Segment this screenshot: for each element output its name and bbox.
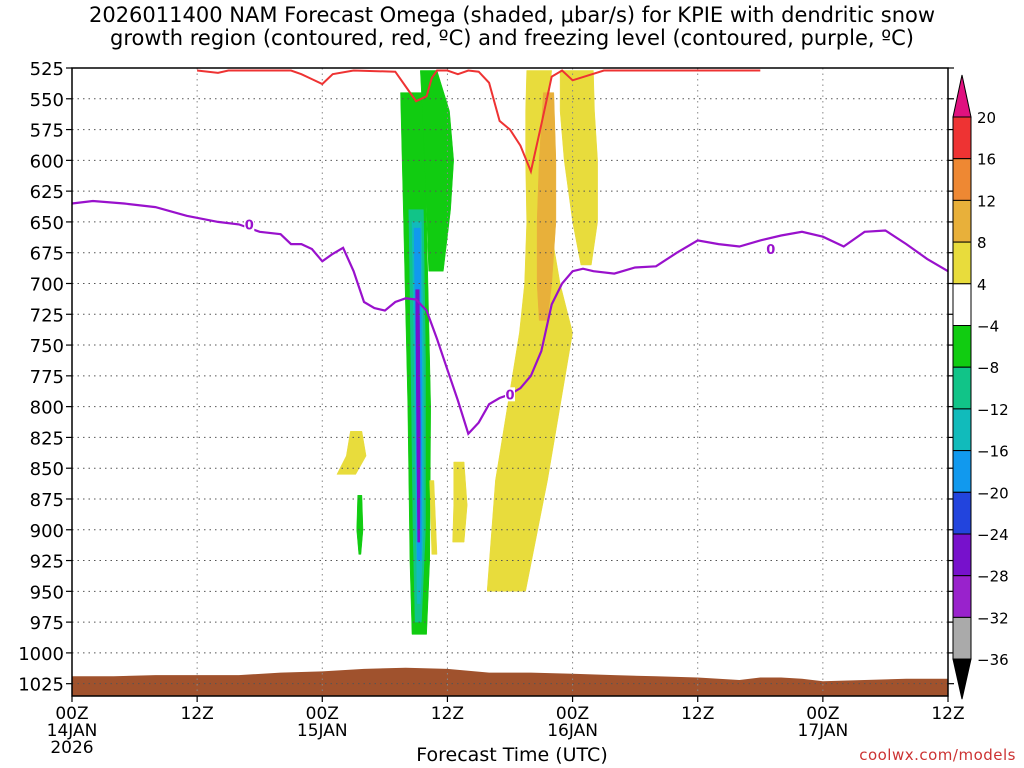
colorbar-swatch-3 [952, 241, 972, 285]
colorbar-bottom-arrow [952, 658, 972, 700]
freezing-level-line [71, 199, 949, 436]
colorbar-label-11: −28 [977, 568, 1009, 586]
omega-region-green-upper [420, 70, 454, 272]
x-tick-label-84: 12Z [931, 704, 964, 724]
omega-shading [336, 70, 598, 635]
colorbar-swatch-11 [952, 575, 972, 618]
colorbar-swatch-0 [952, 116, 972, 160]
y-tick-label-800: 800 [30, 398, 64, 419]
x-tick-label-12: 12Z [181, 704, 214, 724]
omega-region-yellow-right [559, 70, 598, 266]
colorbar-top-arrow [952, 74, 972, 118]
y-tick-label-550: 550 [30, 90, 64, 111]
freezing-level-label-2: 0 [766, 243, 775, 258]
x-tick-label-48: 00Z [556, 704, 589, 724]
x-tick-year-0: 2026 [50, 738, 93, 758]
x-tick-date-0: 14JAN [47, 721, 98, 741]
freezing-level-contour: 0 0 0 [71, 199, 949, 436]
colorbar-label-8: −16 [977, 443, 1009, 461]
credit-text: coolwx.com/models [859, 746, 1016, 764]
freezing-label-bg-1 [505, 387, 515, 402]
x-tick-label-0: 00Z [55, 704, 88, 724]
omega-region-yellow-mid [452, 461, 468, 543]
y-tick-label-975: 975 [30, 613, 64, 634]
colorbar-swatch-7 [952, 408, 972, 452]
y-tick-label-850: 850 [30, 459, 64, 480]
omega-region-yellow-main [486, 70, 573, 592]
x-axis-label: Forecast Time (UTC) [416, 744, 608, 766]
colorbar-label-0: 20 [977, 109, 996, 127]
colorbar-label-6: −8 [977, 359, 999, 377]
title-line-2: growth region (contoured, red, ºC) and f… [110, 26, 914, 50]
y-tick-label-825: 825 [30, 428, 64, 449]
y-tick-label-900: 900 [30, 521, 64, 542]
terrain-fill [72, 667, 948, 696]
colorbar-swatch-8 [952, 450, 972, 493]
y-tick-label-950: 950 [30, 582, 64, 603]
freezing-label-bg-2 [765, 242, 776, 257]
y-tick-label-775: 775 [30, 367, 64, 388]
plot-border [71, 67, 949, 697]
x-tick-label-36: 12Z [431, 704, 464, 724]
omega-region-yellow-left [336, 431, 367, 475]
y-tick-label-675: 675 [30, 244, 64, 265]
y-tick-label-700: 700 [30, 274, 64, 295]
y-tick-label-725: 725 [30, 305, 64, 326]
freezing-level-label-0: 0 [245, 218, 254, 233]
x-tick-date-48: 16JAN [547, 721, 598, 741]
plot-frame [71, 67, 949, 697]
freezing-level-label-1: 0 [505, 388, 514, 403]
dgz-contour-line [196, 69, 761, 175]
colorbar-swatch-10 [952, 533, 972, 577]
y-tick-label-575: 575 [30, 121, 64, 142]
y-tick-label-600: 600 [30, 151, 64, 172]
x-tick-label-72: 00Z [806, 704, 839, 724]
colorbar-label-10: −24 [977, 526, 1009, 544]
y-tick-label-625: 625 [30, 182, 64, 203]
x-tick-date-72: 17JAN [798, 721, 849, 741]
y-tick-label-525: 525 [30, 59, 64, 80]
colorbar-label-12: −32 [977, 609, 1009, 627]
colorbar-label-9: −20 [977, 484, 1009, 502]
colorbar-label-1: 16 [977, 151, 996, 169]
y-axis: 525 550 575 600 625 650 675 700 725 750 775 800 825 8… [18, 59, 954, 696]
y-tick-label-1025: 1025 [18, 675, 64, 696]
omega-region-purple-band [415, 289, 421, 543]
y-tick-label-650: 650 [30, 213, 64, 234]
dgz-contour [196, 69, 761, 175]
omega-region-green-small [356, 495, 364, 555]
chart-title: 2026011400 NAM Forecast Omega (shaded, μ… [0, 4, 1024, 50]
colorbar-swatch-9 [952, 491, 972, 535]
y-tick-label-925: 925 [30, 552, 64, 573]
colorbar-swatch-1 [952, 158, 972, 201]
y-tick-label-875: 875 [30, 490, 64, 511]
x-tick-date-24: 15JAN [297, 721, 348, 741]
x-tick-label-24: 00Z [306, 704, 339, 724]
colorbar-swatch-5 [952, 325, 972, 368]
colorbar-swatch-2 [952, 199, 972, 243]
y-tick-label-750: 750 [30, 336, 64, 357]
colorbar-swatch-6 [952, 366, 972, 410]
omega-region-yellow-small [429, 480, 438, 555]
terrain-area [72, 667, 948, 696]
colorbar-label-13: −36 [977, 651, 1009, 669]
y-tick-label-1000: 1000 [18, 644, 64, 665]
title-line-1: 2026011400 NAM Forecast Omega (shaded, μ… [88, 3, 936, 27]
freezing-label-bg-0 [244, 217, 255, 232]
colorbar-label-5: −4 [977, 318, 999, 336]
colorbar-label-3: 8 [977, 234, 987, 252]
colorbar-label-2: 12 [977, 192, 996, 210]
colorbar-swatch-12 [952, 616, 972, 660]
colorbar-label-7: −12 [977, 401, 1009, 419]
colorbar: 20 16 12 8 4 −4 −8 −12 −16 −20 −24 −28 −32 −36 [952, 74, 1009, 700]
grid-lines [72, 68, 948, 696]
x-tick-label-60: 12Z [681, 704, 714, 724]
colorbar-swatch-4 [952, 283, 972, 326]
colorbar-label-4: 4 [977, 276, 987, 294]
